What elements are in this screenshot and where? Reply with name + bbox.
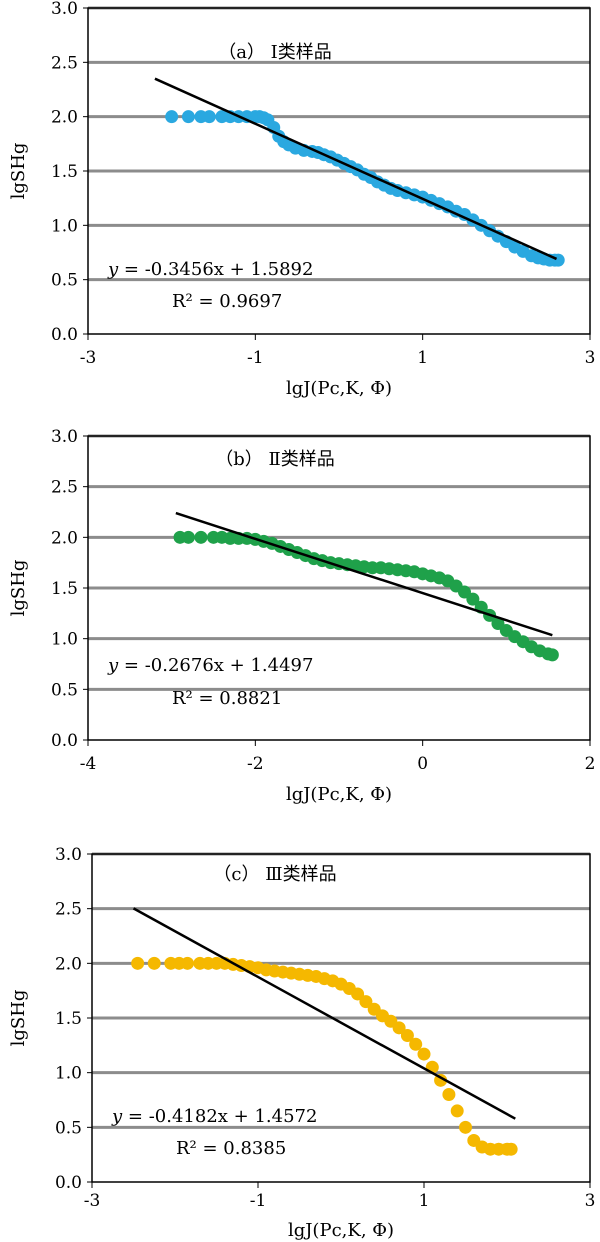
trend-line — [175, 511, 553, 637]
r-squared: R² = 0.8821 — [172, 688, 282, 709]
x-tick-label: 0 — [417, 754, 428, 774]
x-tick-label: -2 — [247, 754, 264, 774]
data-point — [442, 1088, 456, 1102]
y-tick-label: 2.0 — [51, 108, 78, 128]
x-tick-label: -1 — [250, 1191, 267, 1211]
data-point — [545, 648, 559, 662]
x-tick-label: 1 — [417, 348, 428, 368]
y-axis-label: lgSHg — [8, 560, 29, 617]
y-tick-label: 1.5 — [51, 579, 78, 599]
x-tick-label: -4 — [80, 754, 97, 774]
regression-equation: y = -0.4182x + 1.4572 — [111, 1106, 317, 1127]
y-axis-label: lgSHg — [8, 990, 29, 1047]
r-squared: R² = 0.9697 — [172, 291, 282, 312]
r-squared: R² = 0.8385 — [176, 1138, 286, 1159]
data-point — [194, 530, 208, 544]
data-point — [417, 1047, 431, 1061]
y-tick-label: 1.5 — [55, 1009, 82, 1029]
data-point — [131, 956, 145, 970]
y-tick-label: 1.0 — [51, 216, 78, 236]
y-tick-label: 2.5 — [51, 53, 78, 73]
data-point — [147, 956, 161, 970]
x-tick-label: -3 — [80, 348, 97, 368]
y-tick-label: 2.5 — [55, 900, 82, 920]
y-tick-label: 0.5 — [55, 1118, 82, 1138]
chart-title: （c） Ⅲ类样品 — [213, 864, 336, 885]
data-point — [351, 987, 365, 1001]
data-point — [181, 110, 195, 124]
chart-panel-a: 0.0 0.5 1.0 1.5 2.0 2.5 3.0 -3 -1 1 3 （a） Ⅰ类样品 y = -… — [8, 0, 596, 399]
chart-title: （a） Ⅰ类样品 — [218, 42, 332, 63]
data-point — [181, 530, 195, 544]
data-point — [359, 995, 373, 1009]
data-point — [392, 1021, 406, 1035]
data-point — [400, 1028, 414, 1042]
data-point — [551, 253, 565, 267]
y-tick-label: 3.0 — [55, 845, 82, 865]
y-tick-label: 1.0 — [55, 1064, 82, 1084]
y-tick-label: 3.0 — [51, 427, 78, 447]
chart-title: （b） Ⅱ类样品 — [215, 449, 334, 470]
y-tick-label: 1.0 — [51, 630, 78, 650]
y-tick-label: 1.5 — [51, 162, 78, 182]
regression-equation: y = -0.3456x + 1.5892 — [107, 259, 313, 280]
data-point — [409, 1037, 423, 1051]
trend-line — [132, 907, 516, 1120]
chart-panel-b: 0.0 0.5 1.0 1.5 2.0 2.5 3.0 -4 -2 0 2 （b） Ⅱ类样品 y = -… — [8, 427, 596, 805]
y-tick-label: 2.0 — [51, 528, 78, 548]
y-tick-label: 0.5 — [51, 680, 78, 700]
y-tick-label: 0.0 — [51, 731, 78, 751]
y-tick-label: 2.0 — [55, 954, 82, 974]
x-tick-label: 2 — [585, 754, 596, 774]
y-axis-label: lgSHg — [8, 143, 29, 200]
y-tick-label: 0.0 — [55, 1173, 82, 1193]
data-point — [165, 110, 179, 124]
trend-line — [154, 77, 558, 261]
x-tick-label: 1 — [419, 1191, 430, 1211]
data-point — [504, 1142, 518, 1156]
y-tick-label: 0.0 — [51, 325, 78, 345]
chart-panel-c: 0.0 0.5 1.0 1.5 2.0 2.5 3.0 -3 -1 1 3 （c） Ⅲ类样品 y = -… — [8, 845, 596, 1241]
data-point — [450, 1104, 464, 1118]
data-point — [459, 1120, 472, 1134]
x-axis-label: lgJ(Pc,K, Φ) — [286, 378, 392, 399]
y-tick-label: 3.0 — [51, 0, 78, 19]
x-axis-label: lgJ(Pc,K, Φ) — [288, 1220, 394, 1241]
x-tick-label: -3 — [84, 1191, 101, 1211]
y-tick-label: 2.5 — [51, 478, 78, 498]
x-axis-label: lgJ(Pc,K, Φ) — [286, 784, 392, 805]
y-tick-label: 0.5 — [51, 271, 78, 291]
data-point — [202, 110, 216, 124]
x-tick-label: 3 — [585, 348, 596, 368]
x-tick-label: 3 — [585, 1191, 596, 1211]
regression-equation: y = -0.2676x + 1.4497 — [107, 655, 313, 676]
x-tick-label: -1 — [247, 348, 264, 368]
data-point — [466, 592, 480, 606]
data-point — [180, 956, 194, 970]
